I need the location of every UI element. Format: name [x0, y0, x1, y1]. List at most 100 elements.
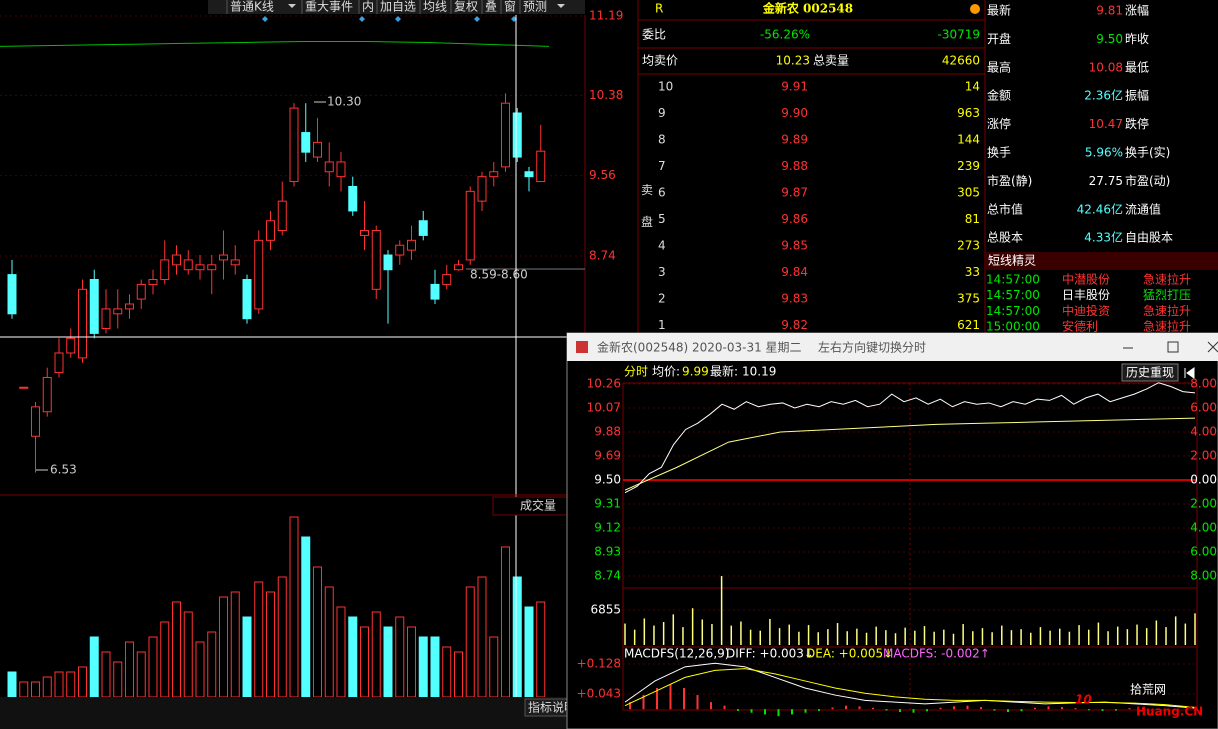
replay-label[interactable]: 历史重现: [1126, 366, 1174, 380]
stock-title: 金新农 002548: [762, 1, 853, 16]
toolbar-button[interactable]: 均线: [423, 0, 447, 14]
candle-body: [324, 161, 334, 173]
sprite-stock: 安德利: [1062, 319, 1098, 334]
stat-label2: 跌停: [1125, 116, 1149, 131]
candle-body: [418, 220, 428, 236]
dea-line: [624, 668, 1196, 708]
event-marker: [474, 16, 480, 22]
pct-tick-label: 2.00: [1190, 497, 1217, 511]
ma-line: [0, 40, 550, 47]
volume-bar: [7, 671, 17, 698]
volume-bar: [512, 576, 522, 698]
candle-body: [313, 141, 322, 158]
stat-label2: 昨收: [1125, 32, 1149, 46]
ratio-percent: -56.26%: [760, 28, 810, 42]
volume-bar: [501, 546, 510, 698]
volume-bar: [430, 636, 440, 698]
candle-body: [430, 283, 440, 300]
close[interactable]: [1207, 341, 1218, 353]
candle-body: [242, 279, 252, 320]
y-tick-label: 10.38: [589, 88, 623, 102]
maximize[interactable]: [1167, 341, 1179, 353]
candle-body: [7, 274, 17, 315]
level-price: 9.84: [781, 265, 808, 279]
candle-body: [125, 303, 134, 310]
level: 2: [658, 292, 666, 306]
toolbar-button[interactable]: 预测: [523, 0, 547, 14]
stat-label2: 流通值: [1125, 201, 1161, 216]
candle-body: [254, 239, 264, 310]
toolbar-button[interactable]: 叠: [485, 0, 497, 14]
candle-body: [136, 283, 146, 300]
toolbar-button[interactable]: 重大事件: [305, 0, 353, 14]
bottom-bar: [0, 697, 585, 729]
candle-body: [207, 264, 217, 271]
candle-body: [31, 406, 40, 437]
macd-tick-label: +0.043: [577, 687, 621, 701]
toolbar-button[interactable]: 普通K线: [230, 0, 274, 14]
stat-label: 涨停: [987, 116, 1011, 131]
volume-bar: [465, 586, 475, 698]
candle-body: [160, 259, 170, 281]
toolbar-button[interactable]: 内: [362, 0, 374, 14]
volume-bar: [277, 576, 287, 698]
sprite-signal: 急速拉升: [1143, 319, 1191, 334]
candle-body: [54, 352, 64, 374]
candle-body: [465, 190, 475, 261]
candle-body: [19, 386, 29, 389]
event-marker: [395, 16, 401, 22]
popup-hint: 左右方向键切换分时: [818, 340, 926, 355]
level: 9: [658, 106, 666, 120]
level: 3: [658, 265, 666, 279]
total-value: 42660: [942, 54, 980, 68]
toolbar-button[interactable]: 窗: [504, 0, 516, 14]
y-tick-label: 9.69: [594, 449, 621, 463]
toolbar-button[interactable]: 加自选: [380, 0, 416, 14]
candle-body: [78, 288, 87, 359]
annotation: 8.59-8.60: [470, 268, 528, 282]
candle-body: [524, 171, 534, 178]
candle-body: [454, 264, 463, 271]
candle-body: [266, 220, 275, 241]
sprite-time: 15:00:00: [986, 320, 1040, 334]
avg-value: 9.99: [682, 365, 709, 379]
stat-label2: 最低: [1125, 60, 1149, 74]
avg-label: 均卖价: [642, 54, 678, 68]
volume-bar: [360, 626, 369, 698]
y-tick-label: 8.74: [589, 249, 616, 263]
level: 10: [658, 80, 673, 94]
candle-body: [489, 171, 499, 178]
stat-label2: 自由股本: [1125, 231, 1173, 245]
stat-label2: 振幅: [1125, 88, 1149, 103]
volume-bar: [136, 651, 146, 698]
stat-label: 市盈(静): [987, 173, 1032, 188]
level-price: 9.87: [781, 186, 808, 200]
level-price: 9.82: [781, 318, 808, 332]
mode: 分时: [624, 365, 648, 379]
y-tick-label: 8.93: [594, 545, 621, 559]
level-volume: 33: [965, 265, 980, 279]
stat-label2: 涨幅: [1125, 3, 1149, 18]
toolbar-button[interactable]: 复权: [454, 0, 478, 14]
y-tick-label: 9.12: [594, 521, 621, 535]
y-tick-label: 10.07: [587, 401, 621, 415]
volume-bar: [348, 616, 358, 698]
pct-tick-label: 4.00: [1190, 521, 1217, 535]
alert-icon: [970, 4, 980, 14]
level: 8: [658, 133, 666, 147]
volume-bar: [125, 641, 134, 698]
stat-value: 5.96%: [1085, 146, 1123, 160]
level-price: 9.90: [781, 106, 808, 120]
replay-arrow[interactable]: [1184, 367, 1195, 379]
stat-value: 27.75: [1089, 174, 1123, 188]
level-price: 9.86: [781, 212, 808, 226]
volume-bar: [172, 601, 181, 698]
pct-tick-label: 4.00: [1190, 425, 1217, 439]
candle-body: [219, 254, 228, 261]
volume-bar: [477, 576, 487, 698]
replay-button[interactable]: [1121, 363, 1179, 382]
indicator-button-label[interactable]: 指标说明: [528, 700, 576, 715]
watermark-site: Huang.CN: [1136, 705, 1203, 719]
level-price: 9.89: [781, 133, 808, 147]
